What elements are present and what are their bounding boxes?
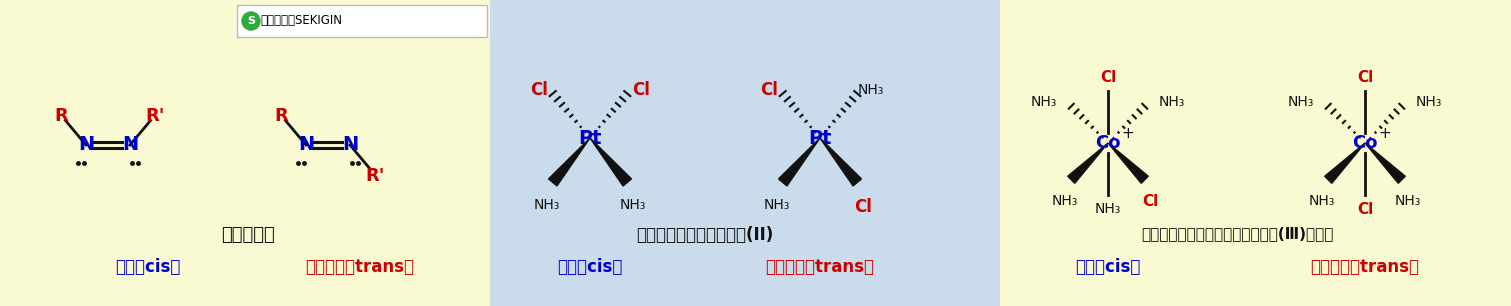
Text: シス（cis）: シス（cis） xyxy=(558,258,623,276)
Text: Cl: Cl xyxy=(1357,201,1373,217)
Text: N: N xyxy=(79,136,94,155)
Text: Cl: Cl xyxy=(530,80,547,99)
FancyBboxPatch shape xyxy=(237,5,487,37)
Text: アゾ化合物: アゾ化合物 xyxy=(221,226,275,244)
Text: トランス（trans）: トランス（trans） xyxy=(1310,258,1419,276)
Text: N: N xyxy=(298,136,314,155)
Polygon shape xyxy=(1325,143,1364,183)
Polygon shape xyxy=(548,138,589,186)
Text: シス（cis）: シス（cis） xyxy=(1076,258,1141,276)
Text: ジアンミンジクロロ白金(II): ジアンミンジクロロ白金(II) xyxy=(636,226,774,244)
Text: Co: Co xyxy=(1352,134,1378,152)
Text: NH₃: NH₃ xyxy=(620,198,647,212)
Text: NH₃: NH₃ xyxy=(1159,95,1185,109)
Text: NH₃: NH₃ xyxy=(1395,194,1420,208)
Bar xyxy=(490,0,1000,306)
Text: トランス（trans）: トランス（trans） xyxy=(766,258,875,276)
Text: N: N xyxy=(122,136,138,155)
Text: NH₃: NH₃ xyxy=(1095,202,1121,216)
Text: Cl: Cl xyxy=(760,80,778,99)
Text: Cl: Cl xyxy=(1357,69,1373,84)
Text: NH₃: NH₃ xyxy=(1416,95,1441,109)
Text: N: N xyxy=(341,136,358,155)
Polygon shape xyxy=(1364,143,1405,183)
Text: Cl: Cl xyxy=(1142,194,1159,209)
Text: R': R' xyxy=(364,166,384,185)
Polygon shape xyxy=(1068,143,1108,183)
Circle shape xyxy=(242,12,260,30)
Text: 技術情報館SEKIGIN: 技術情報館SEKIGIN xyxy=(260,14,341,28)
Bar xyxy=(0,0,490,306)
Text: R': R' xyxy=(145,107,165,125)
Text: NH₃: NH₃ xyxy=(533,198,561,212)
Text: テトラアンミンジクロロコバルト(Ⅲ)イオン: テトラアンミンジクロロコバルト(Ⅲ)イオン xyxy=(1141,226,1333,241)
Text: NH₃: NH₃ xyxy=(1031,95,1058,109)
Polygon shape xyxy=(778,138,820,186)
Text: Cl: Cl xyxy=(1100,69,1117,84)
Text: トランス（trans）: トランス（trans） xyxy=(305,258,414,276)
Polygon shape xyxy=(1108,143,1148,183)
Text: Pt: Pt xyxy=(579,129,601,147)
Polygon shape xyxy=(589,138,632,186)
Text: R: R xyxy=(54,107,68,125)
Text: S: S xyxy=(246,16,255,26)
Text: Co: Co xyxy=(1095,134,1121,152)
Text: Cl: Cl xyxy=(632,80,650,99)
Text: Cl: Cl xyxy=(854,198,872,216)
Text: NH₃: NH₃ xyxy=(1287,95,1315,109)
Text: シス（cis）: シス（cis） xyxy=(115,258,181,276)
Text: NH₃: NH₃ xyxy=(1309,194,1336,208)
Polygon shape xyxy=(820,138,861,186)
Text: NH₃: NH₃ xyxy=(1052,194,1079,208)
Text: NH₃: NH₃ xyxy=(763,198,790,212)
Text: +: + xyxy=(1378,125,1392,140)
Bar xyxy=(1000,0,1511,306)
Text: R: R xyxy=(275,107,289,125)
Text: Pt: Pt xyxy=(808,129,831,147)
Text: NH₃: NH₃ xyxy=(858,83,884,97)
Text: +: + xyxy=(1121,125,1135,140)
